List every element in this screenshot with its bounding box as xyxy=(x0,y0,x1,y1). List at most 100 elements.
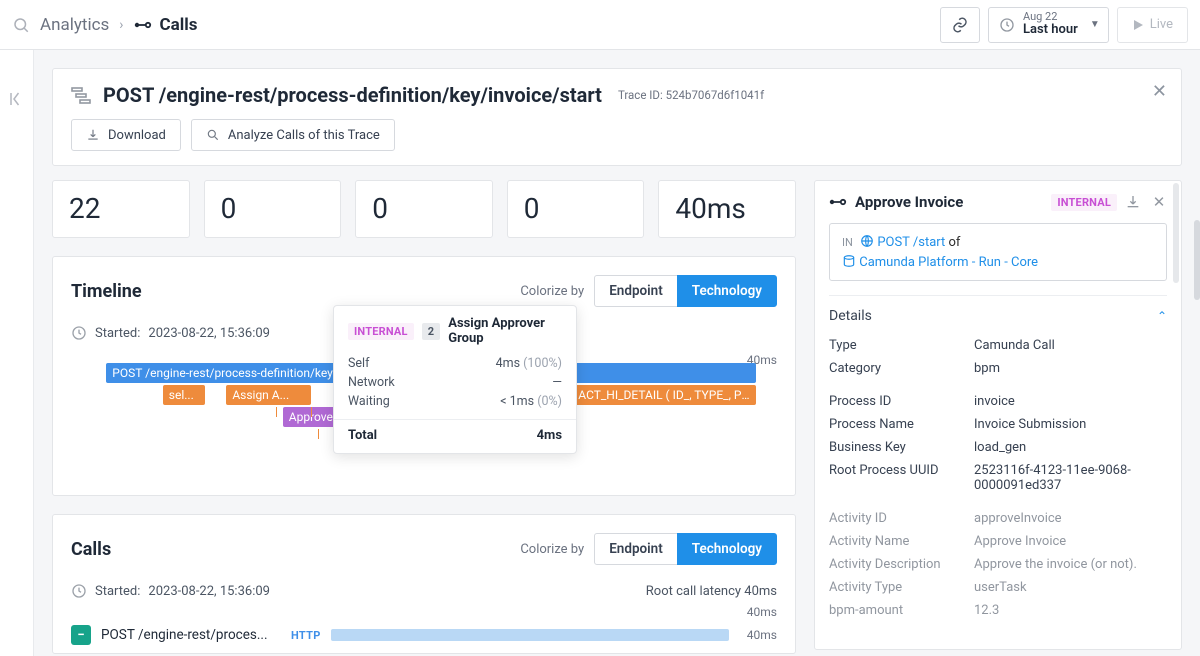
timerange-dropdown[interactable]: Aug 22 Last hour ▼ xyxy=(988,7,1109,43)
tooltip-badge: INTERNAL xyxy=(348,323,414,340)
trace-id: Trace ID: 524b7067d6f1041f xyxy=(618,88,764,102)
colorize-technology[interactable]: Technology xyxy=(677,275,777,307)
started-value: 2023-08-22, 15:36:09 xyxy=(148,326,270,341)
chevron-down-icon: ▼ xyxy=(1090,19,1100,30)
detail-row: Process NameInvoice Submission xyxy=(829,413,1167,436)
link-button[interactable] xyxy=(940,7,980,43)
calls-colorize-segment: Endpoint Technology xyxy=(594,533,777,565)
analyze-label: Analyze Calls of this Trace xyxy=(228,128,380,143)
timerange-text: Aug 22 Last hour xyxy=(1023,11,1078,39)
detail-row: Business Keyload_gen xyxy=(829,436,1167,459)
timeline-title: Timeline xyxy=(71,281,142,302)
detail-row: Process IDinvoice xyxy=(829,390,1167,413)
calls-card: Calls Colorize by Endpoint Technology St… xyxy=(52,514,796,654)
trace-icon xyxy=(71,86,93,104)
live-label: Live xyxy=(1150,17,1173,32)
details-title: Details xyxy=(829,308,872,324)
details-table-1: TypeCamunda CallCategorybpm xyxy=(829,334,1167,380)
detail-row: Root Process UUID2523116f-4123-11ee-9068… xyxy=(829,459,1167,497)
detail-row: Activity NameApprove Invoice xyxy=(829,530,1167,553)
trace-actions: Download Analyze Calls of this Trace xyxy=(71,119,1163,151)
started-label: Started: xyxy=(95,326,140,341)
right-panel-title: Approve Invoice xyxy=(855,193,1043,211)
search-icon xyxy=(206,128,220,142)
colorize-label: Colorize by xyxy=(520,284,584,299)
span-icon xyxy=(829,197,847,207)
right-column: Approve Invoice INTERNAL ✕ IN POST /star… xyxy=(814,180,1182,656)
scrollbar[interactable] xyxy=(1173,183,1179,283)
timeline-card: Timeline Colorize by Endpoint Technology… xyxy=(52,256,796,496)
call-bar xyxy=(331,629,729,641)
chevron-up-icon: ⌃ xyxy=(1157,309,1167,323)
analyze-button[interactable]: Analyze Calls of this Trace xyxy=(191,119,395,151)
close-button[interactable]: ✕ xyxy=(1152,81,1167,102)
breadcrumb-parent[interactable]: Analytics xyxy=(40,15,109,35)
content: POST /engine-rest/process-definition/key… xyxy=(34,50,1200,656)
detail-row: Activity IDapproveInvoice xyxy=(829,507,1167,530)
topbar: Analytics › Calls Aug 22 Last hour ▼ Liv… xyxy=(0,0,1200,50)
colorize-group: Colorize by Endpoint Technology xyxy=(520,275,777,307)
calls-header: Calls Colorize by Endpoint Technology xyxy=(71,533,777,565)
timeline-tick xyxy=(311,407,312,417)
right-panel-inbox: IN POST /start of Camunda Platform - Run… xyxy=(829,223,1167,281)
body-columns: 22 0 0 0 40ms Timeline Colorize by Endpo… xyxy=(52,180,1182,656)
calls-colorize-group: Colorize by Endpoint Technology xyxy=(520,533,777,565)
calls-started-row: Started: 2023-08-22, 15:36:09 Root call … xyxy=(71,583,777,599)
breadcrumb-separator: › xyxy=(119,17,123,33)
details-table-2: Process IDinvoiceProcess NameInvoice Sub… xyxy=(829,390,1167,497)
download-icon xyxy=(86,128,100,142)
timeline-bar[interactable]: sel... xyxy=(163,385,205,405)
stat-value: 0 xyxy=(221,192,237,225)
call-row[interactable]: − POST /engine-rest/proces... HTTP 40ms xyxy=(71,617,777,645)
right-panel: Approve Invoice INTERNAL ✕ IN POST /star… xyxy=(814,180,1182,650)
details-header[interactable]: Details ⌃ xyxy=(829,296,1167,334)
tooltip-row: Network— xyxy=(348,375,562,390)
clock-icon xyxy=(71,325,87,341)
main-scrollbar[interactable] xyxy=(1194,220,1200,300)
in-endpoint-link[interactable]: POST /start xyxy=(877,235,945,250)
call-name: POST /engine-rest/proces... xyxy=(101,627,281,643)
trace-title-row: POST /engine-rest/process-definition/key… xyxy=(71,83,1163,107)
stat-value: 0 xyxy=(524,192,540,225)
tooltip-title: Assign Approver Group xyxy=(448,316,562,346)
download-button[interactable]: Download xyxy=(71,119,181,151)
left-rail xyxy=(0,50,34,656)
detail-row: Activity DescriptionApprove the invoice … xyxy=(829,553,1167,576)
stat-card: 22 xyxy=(52,180,190,238)
calls-colorize-technology[interactable]: Technology xyxy=(677,533,777,565)
timeline-tooltip: INTERNAL 2 Assign Approver Group Self4ms… xyxy=(333,305,577,454)
root-latency: Root call latency 40ms xyxy=(646,584,777,599)
stats-row: 22 0 0 0 40ms xyxy=(52,180,796,238)
timeline-tick xyxy=(318,429,319,439)
close-icon[interactable]: ✕ xyxy=(1151,194,1167,210)
calls-started-value: 2023-08-22, 15:36:09 xyxy=(148,584,270,599)
call-latency: 40ms xyxy=(747,628,777,642)
stat-card: 0 xyxy=(355,180,493,238)
live-button[interactable]: Live xyxy=(1117,7,1188,43)
detail-row: Activity TypeuserTask xyxy=(829,576,1167,599)
breadcrumb-current: Calls xyxy=(134,15,198,35)
call-expand-icon[interactable]: − xyxy=(71,625,91,645)
detail-row: Categorybpm xyxy=(829,357,1167,380)
tooltip-count: 2 xyxy=(422,323,441,340)
link-icon xyxy=(951,16,969,34)
right-panel-header: Approve Invoice INTERNAL ✕ xyxy=(829,193,1167,211)
in-service-link[interactable]: Camunda Platform - Run - Core xyxy=(859,255,1038,270)
play-icon xyxy=(1132,19,1144,31)
calls-colorize-label: Colorize by xyxy=(520,542,584,557)
trace-header: POST /engine-rest/process-definition/key… xyxy=(52,68,1182,166)
download-label: Download xyxy=(108,128,166,143)
clock-icon xyxy=(999,17,1015,33)
stat-card: 0 xyxy=(507,180,645,238)
stat-card: 0 xyxy=(204,180,342,238)
call-bar-area xyxy=(331,625,729,645)
timeline-bar[interactable]: Assign A... xyxy=(226,385,311,405)
breadcrumb: Analytics › Calls xyxy=(12,15,940,35)
timeline-tick xyxy=(240,385,241,395)
detail-row: TypeCamunda Call xyxy=(829,334,1167,357)
download-icon[interactable] xyxy=(1125,194,1141,210)
collapse-icon[interactable] xyxy=(8,90,26,108)
colorize-endpoint[interactable]: Endpoint xyxy=(594,275,678,307)
stat-card: 40ms xyxy=(658,180,796,238)
calls-colorize-endpoint[interactable]: Endpoint xyxy=(594,533,678,565)
